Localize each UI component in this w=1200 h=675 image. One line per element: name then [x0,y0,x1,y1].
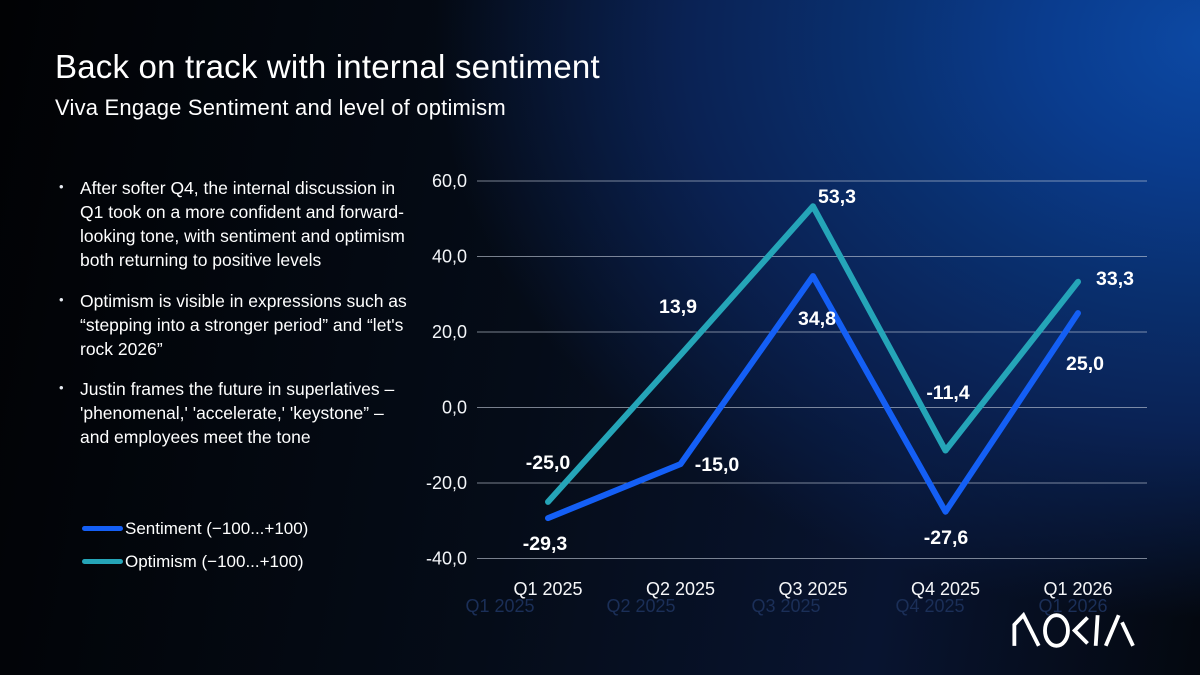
page-subtitle: Viva Engage Sentiment and level of optim… [55,94,506,120]
data-point-label: -11,4 [926,382,970,404]
x-axis-tick-label: Q2 2025 [646,579,715,599]
logo-letter-k [1071,616,1089,645]
x-axis-ghost-tick-label: Q2 2025 [606,596,675,616]
data-point-label: 33,3 [1096,268,1134,290]
title-block: Back on track with internal sentiment Vi… [55,48,600,121]
x-axis-ghost-tick-label: Q4 2025 [895,596,964,616]
data-point-label: -29,3 [523,533,568,555]
x-axis-ghost-tick-label: Q1 2025 [465,596,534,616]
y-axis-tick-label: 40,0 [432,247,467,267]
chart-legend: Sentiment (−100...+100) Optimism (−100..… [82,512,308,578]
logo-letter-n [1012,612,1041,647]
sentiment-line [545,273,1081,522]
y-axis-tick-label: 0,0 [442,398,467,418]
legend-label: Optimism (−100...+100) [125,551,304,571]
bullet-list: After softer Q4, the internal discussion… [58,176,414,465]
y-axis-tick-label: 60,0 [432,171,467,191]
y-axis-tick-label: -40,0 [426,549,467,569]
optimism-line [545,203,1081,505]
bullet-item: Optimism is visible in expressions such … [58,289,414,361]
optimism-line-swatch [82,559,123,564]
x-axis-ghost-tick-label: Q3 2025 [751,596,820,616]
data-point-label: 53,3 [818,186,856,208]
x-axis-tick-label: Q3 2025 [778,579,847,599]
x-axis-tick-label: Q1 2026 [1043,579,1112,599]
x-axis-tick-label: Q4 2025 [911,579,980,599]
data-point-label: -15,0 [695,454,740,476]
logo-letter-o [1043,613,1070,648]
data-point-label: 25,0 [1066,353,1104,375]
y-axis-tick-label: 20,0 [432,322,467,342]
data-point-label: 13,9 [659,296,697,318]
page-title: Back on track with internal sentiment [55,48,600,85]
x-axis-tick-label: Q1 2025 [513,579,582,599]
bullet-item: Justin frames the future in superlatives… [58,377,414,449]
data-point-label: -27,6 [924,527,969,549]
legend-item-optimism: Optimism (−100...+100) [82,545,308,578]
legend-item-sentiment: Sentiment (−100...+100) [82,512,308,545]
sentiment-line-swatch [82,526,123,531]
data-point-label: 34,8 [798,308,836,330]
bullet-item: After softer Q4, the internal discussion… [58,176,414,273]
x-axis-ghost-tick-label: Q1 2026 [1038,596,1107,616]
y-axis-tick-label: -20,0 [426,473,467,493]
logo-letter-i [1093,615,1100,646]
legend-label: Sentiment (−100...+100) [125,518,309,538]
logo-letter-a-left [1103,614,1121,647]
logo-letter-a-right [1120,621,1135,647]
data-point-label: -25,0 [526,452,571,474]
nokia-logo [1012,612,1135,648]
sentiment-optimism-line-chart: 60,0 40,0 20,0 0,0 -20,0 -40,0 Q1 2025 Q1 2025 Q… [420,165,1182,645]
